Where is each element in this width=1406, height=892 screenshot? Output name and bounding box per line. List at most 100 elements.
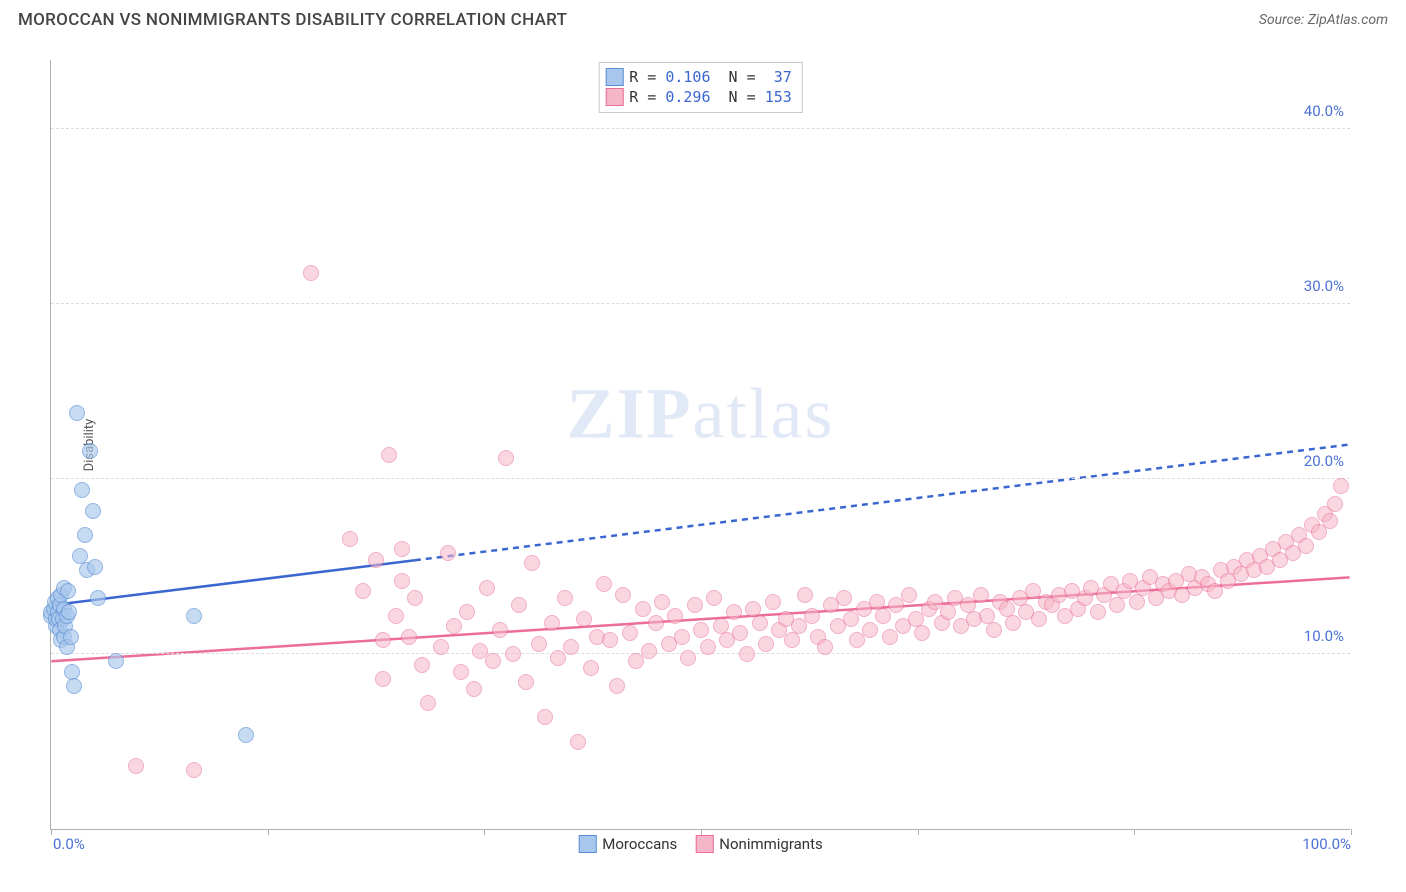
data-point-nonimmigrants [797,587,813,603]
data-point-nonimmigrants [1333,478,1349,494]
data-point-nonimmigrants [550,650,566,666]
data-point-nonimmigrants [518,674,534,690]
series-legend: Moroccans Nonimmigrants [578,835,822,853]
data-point-nonimmigrants [388,608,404,624]
data-point-nonimmigrants [453,664,469,680]
legend-stats-moroccans: R = 0.106 N = 37 [629,67,792,87]
data-point-nonimmigrants [843,611,859,627]
data-point-moroccans [60,583,76,599]
x-tick-label: 100.0% [1302,835,1351,853]
data-point-nonimmigrants [693,622,709,638]
legend-item-nonimmigrants: Nonimmigrants [695,835,822,853]
swatch-moroccans [605,68,623,86]
data-point-nonimmigrants [420,695,436,711]
data-point-nonimmigrants [901,587,917,603]
data-point-nonimmigrants [557,590,573,606]
data-point-nonimmigrants [615,587,631,603]
gridline [51,653,1350,654]
data-point-nonimmigrants [849,632,865,648]
data-point-nonimmigrants [342,531,358,547]
x-tick-label: 0.0% [53,835,85,853]
data-point-nonimmigrants [667,608,683,624]
data-point-nonimmigrants [433,639,449,655]
data-point-moroccans [63,629,79,645]
data-point-nonimmigrants [752,615,768,631]
data-point-nonimmigrants [1207,583,1223,599]
data-point-moroccans [90,590,106,606]
data-point-nonimmigrants [1129,594,1145,610]
data-point-nonimmigrants [986,622,1002,638]
data-point-nonimmigrants [687,597,703,613]
legend-row-moroccans: R = 0.106 N = 37 [605,67,792,87]
data-point-nonimmigrants [446,618,462,634]
trend-lines [51,60,1350,829]
data-point-nonimmigrants [1005,615,1021,631]
data-point-nonimmigrants [414,657,430,673]
data-point-nonimmigrants [635,601,651,617]
data-point-nonimmigrants [940,604,956,620]
watermark: ZIPatlas [567,372,835,455]
data-point-nonimmigrants [758,636,774,652]
x-tick [918,829,919,835]
data-point-nonimmigrants [602,632,618,648]
data-point-nonimmigrants [440,545,456,561]
x-tick [701,829,702,835]
data-point-nonimmigrants [583,660,599,676]
data-point-nonimmigrants [485,653,501,669]
data-point-nonimmigrants [375,671,391,687]
data-point-nonimmigrants [836,590,852,606]
data-point-nonimmigrants [609,678,625,694]
x-tick [1134,829,1135,835]
source-credit: Source: ZipAtlas.com [1259,12,1388,28]
gridline [51,478,1350,479]
data-point-nonimmigrants [1031,611,1047,627]
data-point-nonimmigrants [570,734,586,750]
data-point-nonimmigrants [1298,538,1314,554]
data-point-moroccans [69,405,85,421]
data-point-nonimmigrants [511,597,527,613]
data-point-nonimmigrants [394,573,410,589]
data-point-nonimmigrants [186,762,202,778]
data-point-nonimmigrants [544,615,560,631]
data-point-nonimmigrants [674,629,690,645]
data-point-nonimmigrants [128,758,144,774]
data-point-nonimmigrants [576,611,592,627]
data-point-moroccans [87,559,103,575]
data-point-nonimmigrants [739,646,755,662]
data-point-moroccans [66,678,82,694]
data-point-nonimmigrants [628,653,644,669]
data-point-nonimmigrants [531,636,547,652]
legend-row-nonimmigrants: R = 0.296 N = 153 [605,87,792,107]
data-point-nonimmigrants [1322,513,1338,529]
data-point-nonimmigrants [375,632,391,648]
data-point-moroccans [108,653,124,669]
y-tick-label: 20.0% [1304,452,1344,470]
data-point-nonimmigrants [505,646,521,662]
data-point-nonimmigrants [888,597,904,613]
scatter-chart: Disability ZIPatlas R = 0.106 N = 37 R =… [50,60,1350,830]
data-point-nonimmigrants [641,643,657,659]
y-tick-label: 30.0% [1304,277,1344,295]
data-point-nonimmigrants [492,622,508,638]
data-point-nonimmigrants [680,650,696,666]
swatch-nonimmigrants-bottom [695,835,713,853]
data-point-moroccans [77,527,93,543]
y-tick-label: 10.0% [1304,627,1344,645]
data-point-nonimmigrants [622,625,638,641]
data-point-nonimmigrants [882,629,898,645]
gridline [51,128,1350,129]
data-point-nonimmigrants [648,615,664,631]
data-point-moroccans [85,503,101,519]
gridline [51,303,1350,304]
data-point-moroccans [238,727,254,743]
data-point-nonimmigrants [765,594,781,610]
y-tick-label: 40.0% [1304,102,1344,120]
legend-stats-nonimmigrants: R = 0.296 N = 153 [629,87,792,107]
data-point-moroccans [186,608,202,624]
data-point-nonimmigrants [914,625,930,641]
data-point-nonimmigrants [784,632,800,648]
data-point-nonimmigrants [817,639,833,655]
data-point-nonimmigrants [726,604,742,620]
x-tick [51,829,52,835]
data-point-nonimmigrants [498,450,514,466]
